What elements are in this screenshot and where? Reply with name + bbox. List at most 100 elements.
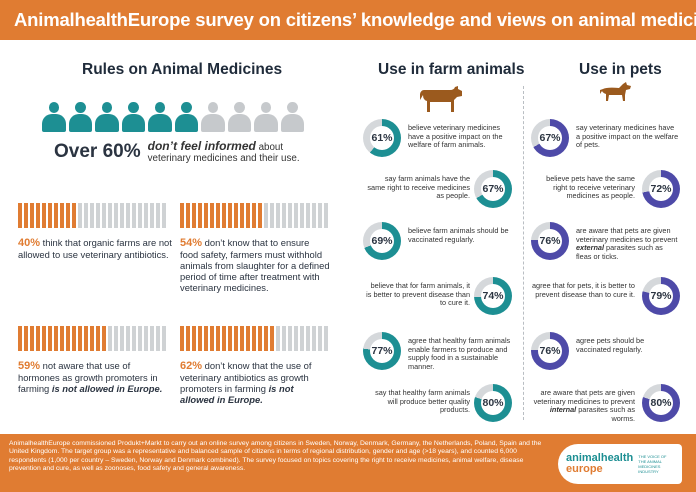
- bar-segment: [72, 203, 76, 228]
- bar-segment: [96, 326, 100, 351]
- donut-label: 80%: [649, 391, 673, 415]
- bar-segment: [276, 203, 280, 228]
- text-italic: external: [576, 243, 604, 253]
- bar-segment: [300, 203, 304, 228]
- section-divider: [523, 86, 524, 420]
- page-title: AnimalhealthEurope survey on citizens’ k…: [14, 9, 696, 30]
- text-pre: are aware that pets are given veterinary…: [576, 226, 678, 244]
- bar-segment: [30, 203, 34, 228]
- bar-segment: [276, 326, 280, 351]
- bar-segment: [222, 203, 226, 228]
- bar-segment: [318, 203, 322, 228]
- stat-59: 59% not aware that use of hormones as gr…: [18, 360, 168, 394]
- bar-segment: [306, 326, 310, 351]
- donut-text: agree that healthy farm animals enable f…: [408, 336, 511, 371]
- bar-segment: [180, 326, 184, 351]
- bar-segment: [54, 326, 58, 351]
- stat-pct: 54%: [180, 237, 203, 249]
- bar-segment: [222, 326, 226, 351]
- stat-62: 62% don’t know that the use of veterinar…: [180, 360, 330, 405]
- person-icon: [95, 102, 119, 132]
- donut-label: 61%: [370, 126, 394, 150]
- donut-67: 67%: [474, 170, 512, 208]
- bar-segment: [42, 203, 46, 228]
- bar-segment: [18, 326, 22, 351]
- over60-rest: about veterinary medicines and their use…: [147, 142, 300, 164]
- bar-segment: [78, 203, 82, 228]
- bar-segment: [150, 326, 154, 351]
- donut-80: 80%: [642, 384, 680, 422]
- donut-label: 72%: [649, 177, 673, 201]
- bar-segment: [90, 203, 94, 228]
- bar-segment: [24, 203, 28, 228]
- bar-segment: [132, 203, 136, 228]
- bar-segment: [156, 203, 160, 228]
- donut-label: 76%: [538, 339, 562, 363]
- stat-text: don’t know that the use of veterinary an…: [180, 360, 312, 394]
- donut-text: believe veterinary medicines have a posi…: [408, 123, 503, 150]
- bar-segment: [264, 326, 268, 351]
- rules-section-title: Rules on Animal Medicines: [82, 61, 283, 78]
- bar-segment: [48, 326, 52, 351]
- bar-segment: [102, 203, 106, 228]
- bar-segment: [270, 326, 274, 351]
- donut-label: 76%: [538, 229, 562, 253]
- stat-bar-62: [180, 326, 328, 351]
- bar-segment: [66, 326, 70, 351]
- donut-text: say veterinary medicines have a positive…: [576, 123, 679, 150]
- bar-segment: [264, 203, 268, 228]
- person-icon: [68, 102, 92, 132]
- bar-segment: [48, 203, 52, 228]
- donut-61: 61%: [363, 119, 401, 157]
- bar-segment: [258, 203, 262, 228]
- donut-79: 79%: [642, 277, 680, 315]
- stat-text: don’t know that to ensure food safety, f…: [180, 237, 330, 293]
- bar-segment: [252, 326, 256, 351]
- bar-segment: [234, 326, 238, 351]
- bar-segment: [126, 326, 130, 351]
- bar-segment: [258, 326, 262, 351]
- bar-segment: [246, 326, 250, 351]
- bar-segment: [96, 203, 100, 228]
- bar-segment: [150, 203, 154, 228]
- bar-segment: [270, 203, 274, 228]
- stat-pct: 40%: [18, 237, 41, 249]
- stat-bar-40: [18, 203, 166, 228]
- bar-segment: [318, 326, 322, 351]
- donut-80: 80%: [474, 384, 512, 422]
- bar-segment: [24, 326, 28, 351]
- stat-text: not aware that use of hormones as growth…: [18, 360, 158, 394]
- bar-segment: [162, 203, 166, 228]
- donut-label: 67%: [538, 126, 562, 150]
- bar-segment: [324, 326, 328, 351]
- bar-segment: [282, 326, 286, 351]
- bar-segment: [312, 326, 316, 351]
- dog-icon: [600, 82, 631, 101]
- bar-segment: [216, 326, 220, 351]
- animalhealtheurope-logo: animalhealth europe THE VOICE OF THE ANI…: [558, 444, 682, 484]
- header-banner: AnimalhealthEurope survey on citizens’ k…: [0, 0, 696, 40]
- bar-segment: [300, 326, 304, 351]
- bar-segment: [246, 203, 250, 228]
- bar-segment: [36, 326, 40, 351]
- bar-segment: [84, 203, 88, 228]
- bar-segment: [180, 203, 184, 228]
- bar-segment: [204, 203, 208, 228]
- over60-emphasis: don’t feel informed: [147, 139, 256, 153]
- over60-text: don’t feel informed about veterinary med…: [147, 139, 308, 164]
- person-icon: [254, 102, 278, 132]
- stat-40: 40% think that organic farms are not all…: [18, 237, 178, 260]
- bar-segment: [90, 326, 94, 351]
- donut-text: agree pets should be vaccinated regularl…: [576, 336, 645, 354]
- bar-segment: [228, 326, 232, 351]
- over60-big: Over 60%: [54, 141, 141, 162]
- bar-segment: [18, 203, 22, 228]
- donut-label: 79%: [649, 284, 673, 308]
- bar-segment: [138, 326, 142, 351]
- bar-segment: [288, 203, 292, 228]
- donut-label: 69%: [370, 229, 394, 253]
- stat-text: think that organic farms are not allowed…: [18, 237, 172, 260]
- person-icon: [201, 102, 225, 132]
- bar-segment: [162, 326, 166, 351]
- bar-segment: [228, 203, 232, 228]
